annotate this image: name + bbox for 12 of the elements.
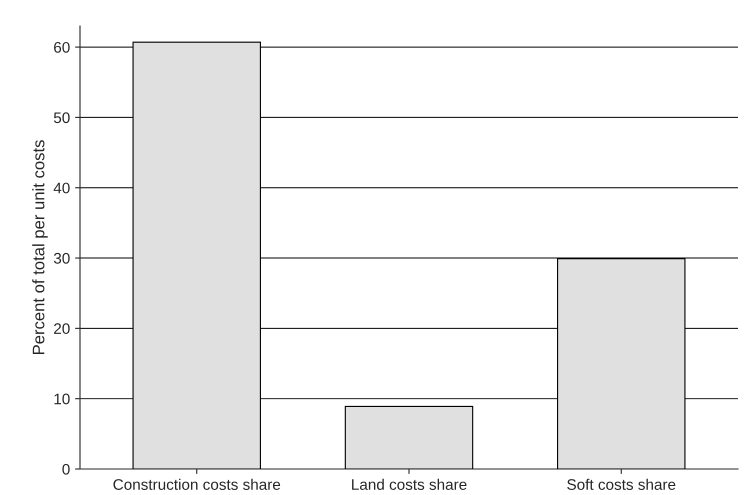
y-tick-label: 50 — [54, 112, 70, 124]
x-tick-label: Construction costs share — [113, 478, 280, 490]
y-tick-label: 0 — [62, 464, 70, 475]
y-tick-label: 60 — [54, 42, 70, 53]
x-tick-label: Land costs share — [352, 478, 466, 490]
bar — [344, 406, 474, 469]
y-tick-label: 30 — [54, 252, 70, 264]
y-axis-title: Percent of total per unit costs — [32, 140, 48, 354]
x-tick-label: Soft costs share — [567, 478, 676, 490]
y-tick-label: 40 — [54, 182, 70, 194]
y-tick-label: 10 — [54, 394, 70, 404]
y-tick-label: 20 — [54, 323, 70, 334]
